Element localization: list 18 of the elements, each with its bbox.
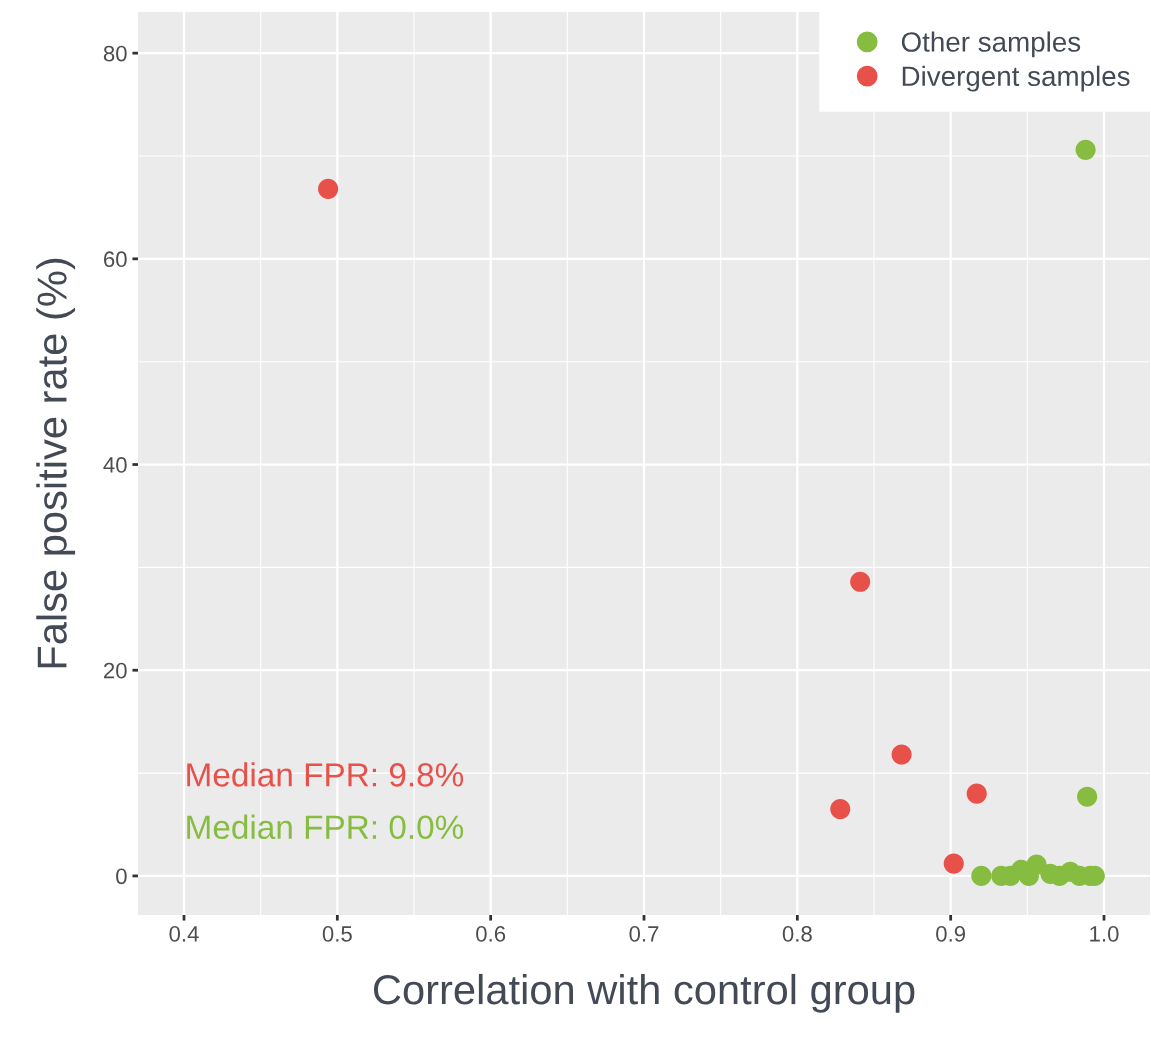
x-axis-title: Correlation with control group bbox=[374, 973, 915, 1013]
x-tick-label: 0.5 bbox=[322, 926, 352, 942]
y-tick-label: 60 bbox=[104, 251, 127, 268]
y-tick-label: 80 bbox=[103, 45, 127, 62]
y-axis-title: False positive rate (%) bbox=[36, 258, 76, 668]
annotation: Median FPR: 9.8% bbox=[187, 762, 464, 787]
x-tick-label: 1.0 bbox=[1090, 926, 1119, 942]
x-tick-label: 0.8 bbox=[782, 926, 812, 942]
x-tick-label: 0.9 bbox=[936, 926, 966, 942]
x-tick-label: 0.6 bbox=[476, 926, 506, 942]
y-tick-label: 20 bbox=[103, 662, 127, 679]
legend-label: Other samples bbox=[901, 31, 1081, 58]
annotation: Median FPR: 0.0% bbox=[187, 814, 464, 840]
x-tick-label: 0.4 bbox=[169, 926, 199, 942]
x-tick-label: 0.7 bbox=[629, 926, 659, 942]
y-tick-label: 0 bbox=[116, 868, 127, 885]
legend-label: Divergent samples bbox=[902, 65, 1130, 92]
y-tick-label: 40 bbox=[103, 457, 127, 473]
